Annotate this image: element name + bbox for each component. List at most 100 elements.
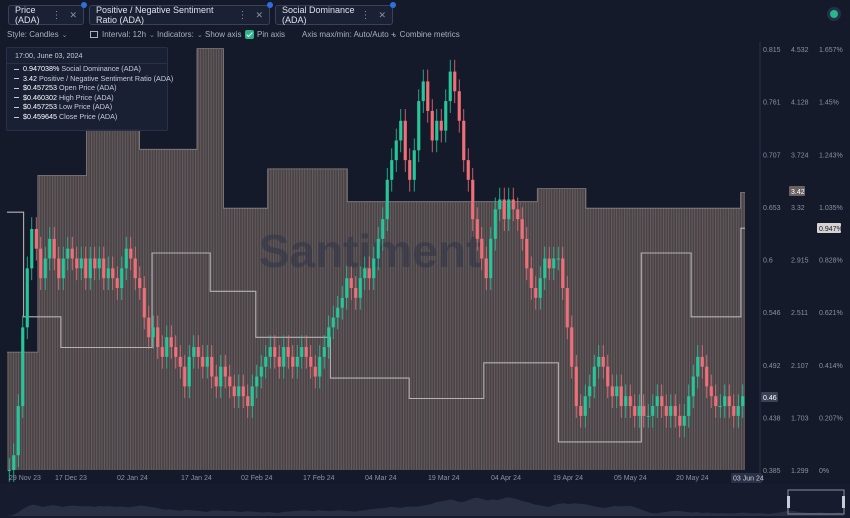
candle-body	[331, 317, 335, 328]
style-select[interactable]: Style: Candles ⌄	[7, 30, 67, 39]
candle-body	[241, 386, 245, 397]
indicators-select[interactable]: Indicators: ⌄	[157, 30, 203, 39]
candle-body	[57, 258, 61, 279]
candle-body	[309, 356, 313, 367]
dominance-current-badge-bg	[817, 223, 841, 233]
pin-axis-label: Pin axis	[257, 30, 286, 39]
candle-body	[574, 366, 578, 407]
dominance-tick-label: 1.45%	[819, 100, 839, 107]
x-tick-label: 04 Mar 24	[365, 475, 397, 482]
candle-body	[619, 386, 623, 407]
combine-metrics-button[interactable]: + Combine metrics	[391, 30, 460, 39]
candle-body	[34, 228, 38, 249]
tab-sentiment[interactable]: Positive / Negative Sentiment Ratio (ADA…	[89, 2, 273, 25]
chevron-down-icon: ⌄	[61, 31, 68, 39]
dominance-tick-label: 0%	[819, 468, 829, 475]
candle-body	[669, 406, 673, 416]
checkbox-checked-icon[interactable]	[245, 30, 255, 39]
swatch-icon	[14, 116, 19, 118]
candle-body	[124, 248, 128, 269]
status-icon[interactable]	[830, 10, 838, 18]
settings-dot-icon	[390, 2, 396, 8]
price-current-badge: 0.46	[763, 395, 777, 402]
candle-body	[597, 356, 601, 367]
candle-body	[480, 238, 484, 259]
tooltip-value: 3.42	[23, 73, 37, 83]
candle-body	[372, 258, 376, 279]
tooltip-value: 0.947038%	[23, 64, 60, 73]
candle-body	[642, 406, 646, 416]
metric-tabs: Price (ADA) ⋮ ✕ Positive / Negative Sent…	[0, 0, 850, 28]
chart-canvas[interactable]: Santiment 0.8150.7610.7070.6530.60.5460.…	[0, 42, 850, 518]
candle-body	[79, 258, 83, 269]
chart-toolbar: Style: Candles ⌄ Interval: 12h ⌄ Indicator…	[0, 28, 850, 42]
candle-body	[187, 356, 191, 387]
tab-price[interactable]: Price (ADA) ⋮ ✕	[8, 2, 87, 25]
candle-body	[489, 238, 493, 279]
candle-body	[214, 376, 218, 387]
candle-body	[84, 258, 88, 279]
tooltip-row: 0.947038% Social Dominance (ADA)	[7, 64, 167, 74]
candle-body	[615, 386, 619, 397]
dominance-tick-label: 0.621%	[819, 310, 843, 317]
candle-body	[151, 327, 155, 338]
candle-body	[201, 356, 205, 367]
dominance-tick-label: 1.657%	[819, 47, 843, 54]
close-icon[interactable]: ✕	[378, 9, 386, 20]
candle-body	[439, 120, 443, 131]
axis-minmax-select[interactable]: Axis max/min: Auto/Auto ⌄	[302, 30, 398, 39]
settings-dot-icon	[81, 2, 87, 8]
swatch-icon	[14, 97, 19, 99]
price-tick-label: 0.707	[763, 152, 781, 159]
close-icon[interactable]: ✕	[69, 9, 77, 20]
x-tick-label: 29 Nov 23	[9, 475, 41, 482]
style-label: Style: Candles	[7, 30, 59, 39]
interval-select[interactable]: Interval: 12h ⌄	[90, 30, 155, 39]
x-tick-label: 17 Jan 24	[181, 475, 212, 482]
candle-body	[304, 347, 308, 357]
candle-body	[664, 406, 668, 416]
candle-body	[466, 160, 470, 180]
candle-body	[727, 396, 731, 407]
more-icon[interactable]: ⋮	[360, 9, 371, 21]
navigator[interactable]	[0, 484, 850, 518]
tooltip-value: $0.457253	[23, 102, 57, 112]
candle-body	[237, 386, 241, 397]
candle-body	[624, 396, 628, 407]
candle-body	[111, 268, 115, 279]
more-icon[interactable]: ⋮	[237, 9, 248, 21]
tab-social-dominance[interactable]: Social Dominance (ADA) ⋮ ✕	[275, 2, 396, 25]
candle-body	[507, 199, 511, 220]
candle-body	[736, 406, 740, 416]
candle-body	[547, 258, 551, 269]
candle-body	[300, 347, 304, 357]
sentiment-tick-label: 3.724	[791, 152, 809, 159]
candle-body	[363, 268, 367, 279]
navigator-handle-left	[787, 496, 790, 508]
sentiment-tick-label: 2.915	[791, 258, 809, 265]
candle-body	[43, 258, 47, 279]
candle-body	[165, 337, 169, 357]
settings-dot-icon	[267, 2, 273, 8]
candle-body	[732, 406, 736, 416]
price-tick-label: 0.761	[763, 100, 781, 107]
candle-body	[120, 268, 124, 289]
candle-body	[16, 406, 20, 456]
more-icon[interactable]: ⋮	[51, 9, 62, 21]
price-tick-label: 0.6	[763, 258, 773, 265]
candle-body	[232, 386, 236, 397]
pin-axis-toggle[interactable]: Pin axis	[257, 30, 285, 39]
x-tick-label: 19 Apr 24	[553, 475, 583, 482]
candle-body	[538, 278, 542, 298]
tooltip-label: Open Price (ADA)	[58, 83, 117, 93]
candle-body	[88, 258, 92, 279]
candle-body	[282, 347, 286, 367]
close-icon[interactable]: ✕	[255, 9, 263, 20]
candle-body	[700, 356, 704, 367]
candle-body	[174, 347, 178, 357]
candle-body	[628, 396, 632, 407]
candle-body	[340, 297, 344, 308]
candle-body	[453, 71, 457, 92]
show-axis-toggle[interactable]: Show axis	[205, 30, 259, 39]
candle-body	[223, 366, 227, 377]
